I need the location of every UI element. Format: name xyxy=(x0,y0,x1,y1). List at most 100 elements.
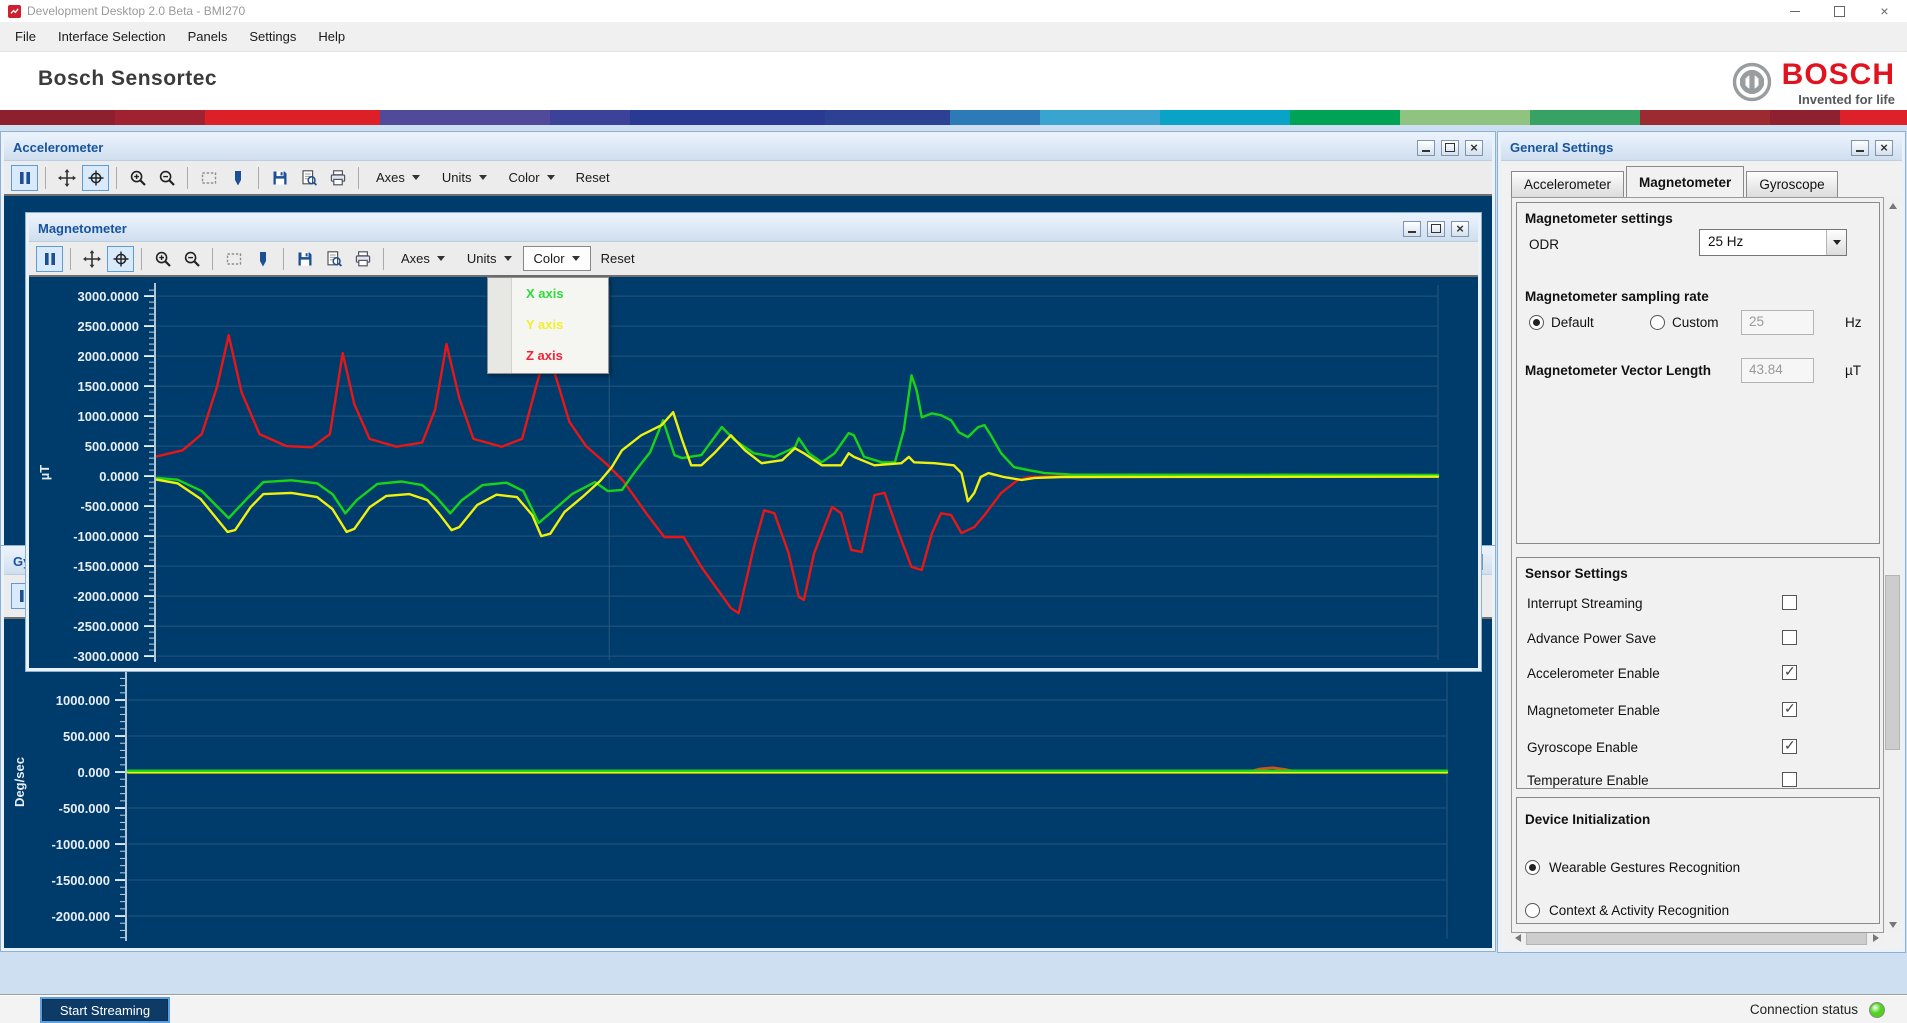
interrupt-streaming-checkbox[interactable] xyxy=(1782,595,1797,610)
save-button[interactable] xyxy=(291,246,318,272)
zoom-in-button[interactable] xyxy=(149,246,176,272)
vertical-scrollbar[interactable] xyxy=(1884,197,1901,933)
gyroscope-chart[interactable]: 1000.000 500.000 0.000 -500.000 -1000.000 -15… xyxy=(4,619,1492,948)
zoom-in-button[interactable] xyxy=(124,165,151,191)
select-region-button[interactable] xyxy=(220,246,247,272)
magnetometer-enable-checkbox[interactable] xyxy=(1782,700,1797,717)
panel-minimize-icon[interactable] xyxy=(1417,139,1435,156)
magnetometer-titlebar[interactable]: Magnetometer xyxy=(29,216,1478,242)
chevron-down-icon xyxy=(571,256,580,261)
temperature-enable-checkbox[interactable] xyxy=(1782,772,1797,787)
axes-menu-button[interactable]: Axes xyxy=(365,165,431,190)
stripe-segment xyxy=(1530,110,1640,125)
print-preview-icon xyxy=(300,169,318,187)
chevron-down-icon xyxy=(411,175,420,180)
connection-status-label: Connection status xyxy=(1749,1002,1858,1017)
close-icon[interactable]: × xyxy=(1880,3,1889,19)
vector-length-field[interactable]: 43.84 xyxy=(1741,358,1814,383)
zoom-out-button[interactable] xyxy=(178,246,205,272)
scroll-left-icon[interactable] xyxy=(1509,929,1526,946)
combo-dropdown-icon[interactable] xyxy=(1826,230,1846,255)
scroll-right-icon[interactable] xyxy=(1867,929,1884,946)
connection-status-led xyxy=(1869,1001,1885,1018)
custom-rate-field[interactable]: 25 xyxy=(1741,310,1814,335)
panel-close-icon[interactable] xyxy=(1451,220,1469,237)
color-menu-button[interactable]: Color xyxy=(522,246,591,271)
print-button[interactable] xyxy=(324,165,351,191)
brand-stripe xyxy=(0,110,1907,125)
stripe-segment xyxy=(205,110,380,125)
units-menu-button[interactable]: Units xyxy=(456,246,523,271)
save-button[interactable] xyxy=(266,165,293,191)
track-button[interactable] xyxy=(107,245,134,272)
chevron-down-icon xyxy=(436,256,445,261)
scroll-up-icon[interactable] xyxy=(1884,197,1901,214)
advance-power-save-checkbox[interactable] xyxy=(1782,630,1797,645)
menu-item-y-axis[interactable]: Y axis xyxy=(526,317,564,332)
tab-magnetometer[interactable]: Magnetometer xyxy=(1626,166,1745,197)
axes-menu-button[interactable]: Axes xyxy=(390,246,456,271)
general-settings-titlebar[interactable]: General Settings xyxy=(1501,135,1902,161)
sensor-settings-group: Sensor Settings Interrupt Streaming Adva… xyxy=(1516,557,1880,789)
select-region-button[interactable] xyxy=(195,165,222,191)
window-title: Development Desktop 2.0 Beta - BMI270 xyxy=(27,4,246,18)
svg-text:-3000.0000: -3000.0000 xyxy=(73,649,139,664)
restore-icon[interactable] xyxy=(1817,0,1862,22)
magnetometer-chart[interactable]: 3000.0000 2500.0000 2000.0000 1500.0000 1000… xyxy=(29,277,1478,668)
scroll-down-icon[interactable] xyxy=(1884,916,1901,933)
axes-menu-label: Axes xyxy=(401,251,430,266)
pause-button[interactable] xyxy=(11,164,38,191)
zoom-out-icon xyxy=(158,169,176,187)
wearable-gestures-radio[interactable] xyxy=(1525,860,1540,875)
panel-minimize-icon[interactable] xyxy=(1851,139,1869,156)
accelerometer-toolbar: Axes Units Color Reset xyxy=(4,161,1492,196)
zoom-out-button[interactable] xyxy=(153,165,180,191)
print-button[interactable] xyxy=(349,246,376,272)
track-button[interactable] xyxy=(82,164,109,191)
marker-icon xyxy=(254,250,272,268)
start-streaming-button[interactable]: Start Streaming xyxy=(42,999,168,1021)
toolbar-separator xyxy=(358,166,359,189)
crosshair-icon xyxy=(87,169,105,187)
reset-button[interactable]: Reset xyxy=(600,251,635,266)
move-button[interactable] xyxy=(53,165,80,191)
menu-help[interactable]: Help xyxy=(318,28,346,44)
vertical-scroll-thumb[interactable] xyxy=(1885,575,1900,750)
gyroscope-enable-checkbox[interactable] xyxy=(1782,737,1797,754)
odr-select[interactable]: 25 Hz xyxy=(1699,229,1847,256)
tab-gyroscope[interactable]: Gyroscope xyxy=(1746,171,1838,197)
menu-interface-selection[interactable]: Interface Selection xyxy=(57,28,166,44)
svg-text:-1000.000: -1000.000 xyxy=(51,837,110,852)
sampling-custom-radio[interactable] xyxy=(1650,315,1665,330)
marker-button[interactable] xyxy=(249,246,276,272)
sampling-default-radio[interactable] xyxy=(1529,315,1544,330)
tab-accelerometer[interactable]: Accelerometer xyxy=(1511,171,1625,197)
accelerometer-titlebar[interactable]: Accelerometer xyxy=(4,135,1492,161)
odr-label: ODR xyxy=(1529,237,1559,252)
preview-button[interactable] xyxy=(295,165,322,191)
menu-panels[interactable]: Panels xyxy=(187,28,228,44)
minimize-icon[interactable] xyxy=(1772,0,1817,22)
panel-close-icon[interactable] xyxy=(1875,139,1893,156)
menu-file[interactable]: File xyxy=(15,28,36,44)
marker-button[interactable] xyxy=(224,165,251,191)
move-button[interactable] xyxy=(78,246,105,272)
marker-icon xyxy=(229,169,247,187)
panel-maximize-icon[interactable] xyxy=(1441,139,1459,156)
horizontal-scrollbar[interactable] xyxy=(1509,929,1884,946)
odr-value: 25 Hz xyxy=(1708,234,1744,249)
color-menu-button[interactable]: Color xyxy=(498,165,566,190)
context-activity-radio[interactable] xyxy=(1525,903,1540,918)
pause-button[interactable] xyxy=(36,245,63,272)
panel-close-icon[interactable] xyxy=(1465,139,1483,156)
context-activity-label: Context & Activity Recognition xyxy=(1549,903,1730,918)
menu-item-z-axis[interactable]: Z axis xyxy=(526,348,563,363)
color-menu-label: Color xyxy=(533,251,565,266)
reset-button[interactable]: Reset xyxy=(575,170,610,185)
menu-item-x-axis[interactable]: X axis xyxy=(526,286,564,301)
preview-button[interactable] xyxy=(320,246,347,272)
menu-settings[interactable]: Settings xyxy=(249,28,297,44)
accelerometer-enable-checkbox[interactable] xyxy=(1782,663,1797,680)
panel-minimize-icon[interactable] xyxy=(1403,220,1421,237)
units-menu-button[interactable]: Units xyxy=(431,165,498,190)
